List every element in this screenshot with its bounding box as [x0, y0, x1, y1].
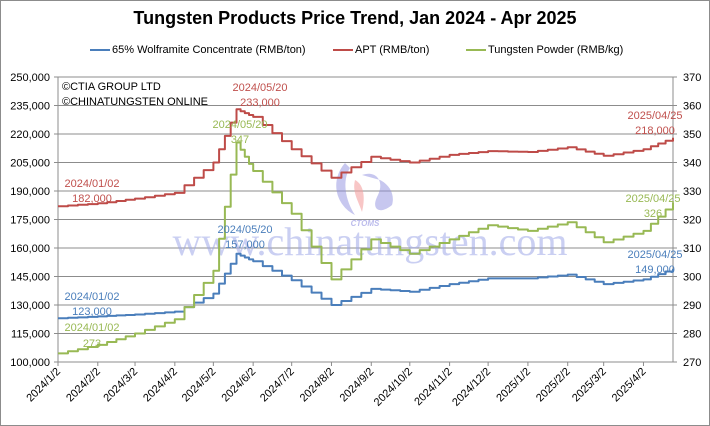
x-tick-label: 2024/6/2: [220, 366, 259, 405]
annotation-value: 157,000: [225, 239, 265, 251]
legend-item-powder: Tungsten Powder (RMB/kg): [466, 44, 623, 56]
x-tick-label: 2024/1/2: [24, 366, 63, 405]
legend-item-apt: APT (RMB/ton): [333, 44, 429, 56]
chart-title: Tungsten Products Price Trend, Jan 2024 …: [133, 8, 577, 28]
annotation-date: 2025/04/25: [627, 110, 682, 122]
annotation-value: 123,000: [72, 306, 112, 318]
left-tick-label: 235,000: [10, 101, 50, 113]
annotation-date: 2024/05/20: [217, 224, 272, 236]
annotation-date: 2025/04/25: [625, 193, 680, 205]
x-tick-label: 2025/4/2: [610, 366, 649, 405]
x-tick-label: 2024/8/2: [298, 366, 337, 405]
watermark-logo-text: CTOMS: [351, 219, 380, 228]
annotation-date: 2024/01/02: [64, 322, 119, 334]
right-tick-label: 300: [683, 272, 701, 284]
legend-label: APT (RMB/ton): [355, 44, 430, 56]
legend-label: Tungsten Powder (RMB/kg): [488, 44, 624, 56]
annotation-date: 2024/05/20: [232, 82, 287, 94]
right-tick-label: 350: [683, 129, 701, 141]
x-tick-label: 2025/1/2: [494, 366, 533, 405]
right-tick-label: 280: [683, 329, 701, 341]
annotation-value: 218,000: [635, 125, 675, 137]
watermark-logo-icon: [354, 180, 364, 212]
right-tick-label: 270: [683, 357, 701, 369]
left-tick-label: 250,000: [10, 72, 50, 84]
x-tick-label: 2024/4/2: [141, 366, 180, 405]
left-tick-label: 115,000: [11, 329, 50, 341]
left-tick-label: 145,000: [10, 272, 50, 284]
copyright-line2: ©CHINATUNGSTEN ONLINE: [62, 96, 208, 108]
x-tick-label: 2024/3/2: [101, 366, 140, 405]
x-tick-label: 2024/5/2: [180, 366, 219, 405]
left-tick-label: 100,000: [10, 357, 50, 369]
right-tick-label: 340: [683, 158, 701, 170]
legend-item-wolframite: 65% Wolframite Concentrate (RMB/ton): [90, 44, 306, 56]
left-tick-label: 190,000: [10, 186, 50, 198]
annotation-value: 182,000: [72, 193, 112, 205]
annotation-value: 326: [644, 208, 662, 220]
series-line-2: [58, 141, 674, 355]
x-tick-label: 2025/3/2: [570, 366, 609, 405]
annotation-value: 347: [231, 134, 249, 146]
legend-swatch-apt: [333, 49, 353, 52]
legend-swatch-wolframite: [90, 49, 110, 52]
annotation-value: 273: [83, 338, 101, 350]
right-tick-label: 360: [683, 101, 701, 113]
copyright-line1: ©CTIA GROUP LTD: [62, 81, 161, 93]
annotation-date: 2025/04/25: [627, 249, 682, 261]
annotation-value: 233,000: [240, 97, 280, 109]
left-tick-label: 175,000: [10, 215, 50, 227]
right-tick-label: 290: [683, 300, 701, 312]
right-tick-label: 320: [683, 215, 701, 227]
annotation-date: 2024/01/02: [64, 178, 119, 190]
x-tick-label: 2024/11/2: [412, 366, 455, 409]
legend-label: 65% Wolframite Concentrate (RMB/ton): [112, 44, 306, 56]
left-tick-label: 220,000: [10, 129, 50, 141]
right-tick-label: 370: [683, 72, 701, 84]
annotation-value: 149,000: [635, 264, 675, 276]
legend: 65% Wolframite Concentrate (RMB/ton) APT…: [0, 44, 710, 60]
x-tick-label: 2024/2/2: [64, 366, 103, 405]
x-tick-label: 2024/9/2: [338, 366, 377, 405]
x-tick-label: 2024/7/2: [258, 366, 297, 405]
series-line-0: [58, 252, 674, 320]
x-tick-label: 2024/12/2: [450, 366, 493, 409]
left-tick-label: 160,000: [10, 243, 50, 255]
x-tick-label: 2025/2/2: [534, 366, 573, 405]
series-line-1: [58, 108, 674, 208]
left-tick-label: 205,000: [10, 158, 50, 170]
watermark-logo-icon: [362, 173, 393, 211]
legend-swatch-powder: [466, 49, 486, 52]
annotation-date: 2024/05/20: [212, 119, 267, 131]
x-tick-label: 2024/10/2: [372, 366, 415, 409]
annotation-date: 2024/01/02: [64, 291, 119, 303]
right-tick-label: 330: [683, 186, 701, 198]
left-tick-label: 130,000: [10, 300, 50, 312]
right-tick-label: 310: [683, 243, 701, 255]
